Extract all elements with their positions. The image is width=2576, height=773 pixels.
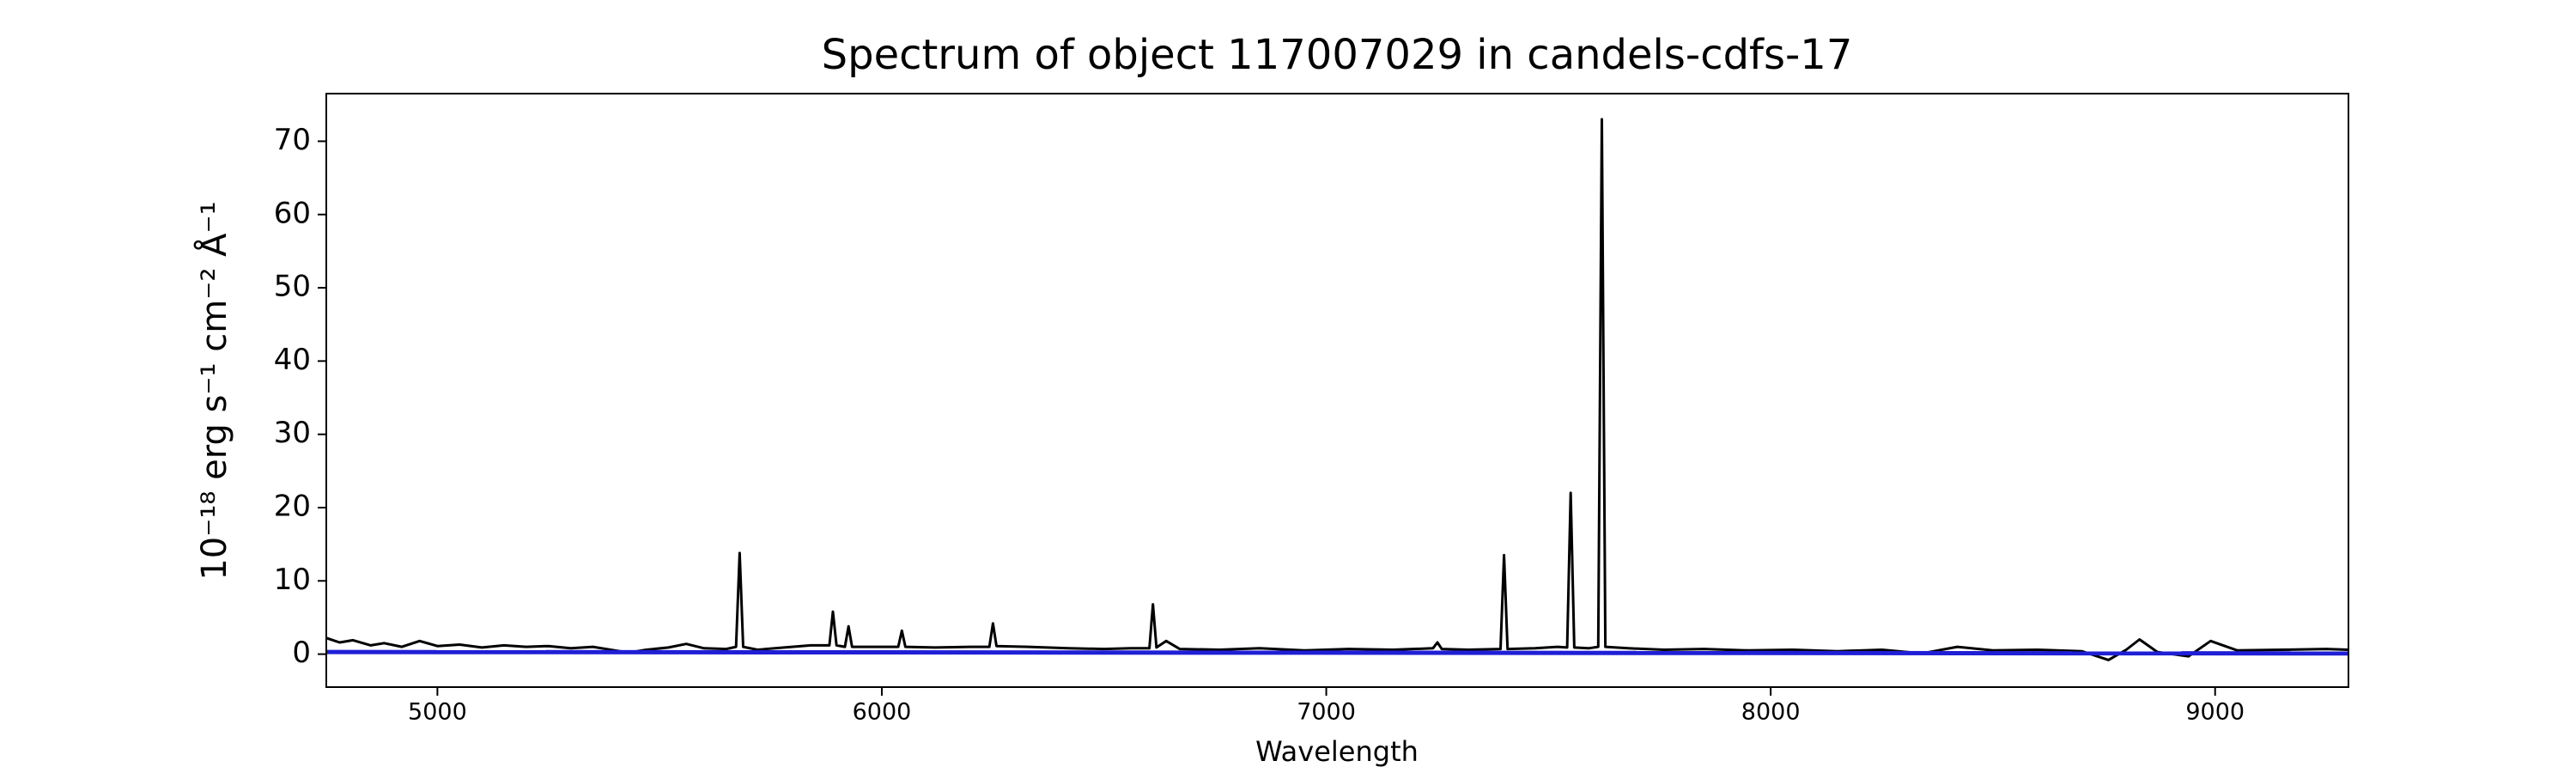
y-tick-label: 60 <box>274 196 311 230</box>
plot-frame <box>325 93 2349 688</box>
x-tick-label: 6000 <box>853 699 912 726</box>
x-tick-label: 8000 <box>1741 699 1801 726</box>
y-tick-label: 50 <box>274 270 311 304</box>
spectrum-line <box>325 649 2349 656</box>
x-axis-label: Wavelength <box>1255 735 1419 768</box>
x-tick-label: 5000 <box>408 699 467 726</box>
x-tick-label: 7000 <box>1297 699 1356 726</box>
x-tick-label: 9000 <box>2185 699 2245 726</box>
y-tick-label: 40 <box>274 343 311 377</box>
y-tick-label: 0 <box>292 636 311 670</box>
y-axis-label: 10⁻¹⁸ erg s⁻¹ cm⁻² Å⁻¹ <box>193 201 234 580</box>
y-tick-label: 20 <box>274 489 311 523</box>
chart-title: Spectrum of object 117007029 in candels-… <box>822 31 1853 79</box>
spectrum-line <box>325 118 2349 661</box>
y-tick-label: 10 <box>274 563 311 597</box>
y-tick-label: 70 <box>274 123 311 157</box>
y-tick-label: 30 <box>274 416 311 450</box>
